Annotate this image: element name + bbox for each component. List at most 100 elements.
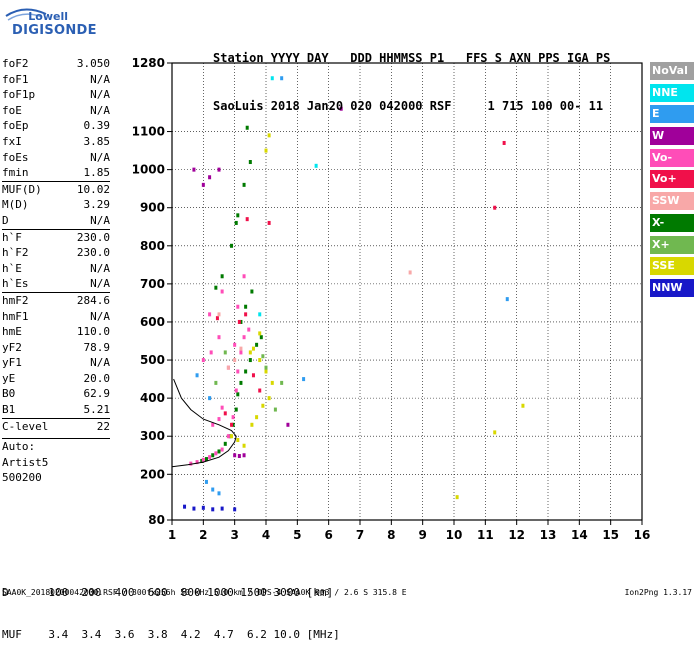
- param-row: foF2 3.050: [2, 56, 110, 72]
- station-header: Station YYYY DAY DDD HHMMSS P1 FFS S AXN…: [213, 18, 610, 130]
- trace-point-e: [208, 396, 212, 401]
- param-value: 62.9: [83, 387, 111, 401]
- param-row: M(D) 3.29: [2, 197, 110, 213]
- trace-point-sse: [493, 430, 497, 435]
- param-name: C-level: [2, 419, 49, 433]
- trace-point-w: [217, 167, 221, 172]
- param-name: h`E: [2, 261, 22, 275]
- param-name: foF1p: [2, 88, 36, 102]
- autoscaling-line: Artist5: [2, 455, 49, 469]
- param-row: foEp 0.39: [2, 118, 110, 134]
- trace-point-ssw: [408, 270, 412, 275]
- trace-point-w: [339, 106, 343, 111]
- trace-point-vo-: [493, 205, 497, 210]
- legend-item-vo-: Vo-: [650, 148, 694, 167]
- param-name: foEs: [2, 150, 29, 164]
- trace-point-x-: [250, 289, 254, 294]
- trace-point-nne: [314, 163, 318, 168]
- trace-point-e: [204, 479, 208, 484]
- trace-point-x-: [211, 453, 215, 458]
- param-row: h`Es N/A: [2, 276, 110, 292]
- scaled-parameters-panel: foF2 3.050 foF1 N/A foF1p N/A foE N/A foEp 0.39 fx…: [2, 56, 110, 486]
- trace-point-vo-: [244, 312, 248, 317]
- ionogram-chart: 1 2 3 4 5 6 7 8 9 10 11 12 13 14 15 1680200300400500600…: [132, 56, 651, 542]
- y-tick-label: 700: [140, 277, 165, 291]
- trace-point-w: [208, 175, 212, 180]
- legend-panel: NoVal NNE E W Vo- Vo+ SSW X- X+ SSE NNW: [650, 62, 694, 301]
- param-name: foF1: [2, 72, 29, 86]
- trace-point-nnw: [220, 506, 224, 511]
- trace-point-sse: [267, 133, 271, 138]
- param-value: 230.0: [76, 246, 110, 260]
- legend-item-x-: X-: [650, 213, 694, 232]
- trace-point-sse: [242, 443, 246, 448]
- param-value: N/A: [90, 309, 110, 323]
- y-tick-label: 200: [140, 467, 165, 481]
- x-tick-label: 12: [508, 528, 525, 542]
- trace-point-x-: [248, 358, 252, 363]
- x-tick-label: 4: [262, 528, 270, 542]
- legend-item-nne: NNE: [650, 83, 694, 102]
- trace-point-vo-: [211, 422, 215, 427]
- trace-point-x-: [248, 160, 252, 165]
- trace-point-vo-: [223, 411, 227, 416]
- logo-top-text: Lowell: [28, 10, 68, 23]
- param-row: foE N/A: [2, 103, 110, 119]
- trace-point-ssw: [239, 346, 243, 351]
- trace-point-x-: [236, 213, 240, 218]
- x-tick-label: 14: [571, 528, 588, 542]
- autoscaling-line: Auto:: [2, 440, 36, 454]
- y-tick-label: 1100: [132, 125, 165, 139]
- trace-point-x-: [244, 304, 248, 309]
- trace-point-vo-: [236, 369, 240, 374]
- trace-point-vo-: [242, 335, 246, 340]
- param-value: 3.29: [83, 198, 111, 212]
- trace-point-nnw: [211, 507, 215, 512]
- y-tick-label: 800: [140, 239, 165, 253]
- param-value: 1.85: [83, 166, 111, 180]
- param-name: hmF1: [2, 309, 29, 323]
- trace-point-x-: [239, 380, 243, 385]
- y-tick-label: 80: [148, 513, 165, 527]
- param-value: N/A: [90, 72, 110, 86]
- trace-point-vo-: [231, 415, 235, 420]
- trace-point-x-: [273, 407, 277, 412]
- y-tick-label: 900: [140, 201, 165, 215]
- trace-point-vo-: [226, 434, 230, 439]
- trace-point-nne: [270, 76, 274, 81]
- trace-point-sse: [258, 331, 262, 336]
- legend-item-nnw: NNW: [650, 278, 694, 297]
- x-tick-label: 3: [230, 528, 238, 542]
- trace-point-x-: [228, 434, 232, 439]
- param-row: fxI 3.85: [2, 134, 110, 150]
- param-row: h`F 230.0: [2, 228, 110, 246]
- trace-point-ssw: [233, 358, 237, 363]
- param-value: N/A: [90, 261, 110, 275]
- trace-point-vo-: [234, 388, 238, 393]
- param-row: yF2 78.9: [2, 340, 110, 356]
- param-name: foE: [2, 103, 22, 117]
- x-tick-label: 10: [446, 528, 463, 542]
- trace-point-e: [280, 76, 284, 81]
- trace-point-vo-: [217, 335, 221, 340]
- trace-point-w: [242, 453, 246, 458]
- param-name: B0: [2, 387, 16, 401]
- trace-point-vo-: [220, 447, 224, 452]
- trace-point-x-: [236, 392, 240, 397]
- trace-point-sse: [255, 415, 259, 420]
- trace-point-x-: [214, 380, 218, 385]
- trace-point-sse: [521, 403, 525, 408]
- trace-point-nnw: [233, 507, 237, 512]
- param-row: h`E N/A: [2, 261, 110, 277]
- trace-point-e: [505, 297, 509, 302]
- trace-point-vo-: [242, 274, 246, 279]
- trace-point-vo-: [245, 217, 249, 222]
- x-tick-label: 6: [324, 528, 332, 542]
- trace-point-vo-: [195, 460, 199, 465]
- logo-bottom-text: DIGISONDE: [12, 23, 97, 38]
- trace-point-sse: [264, 369, 268, 374]
- param-name: hmE: [2, 325, 22, 339]
- trace-point-vo-: [208, 455, 212, 460]
- digisonde-logo: Lowell DIGISONDE: [4, 6, 97, 46]
- trace-point-vo-: [208, 312, 212, 317]
